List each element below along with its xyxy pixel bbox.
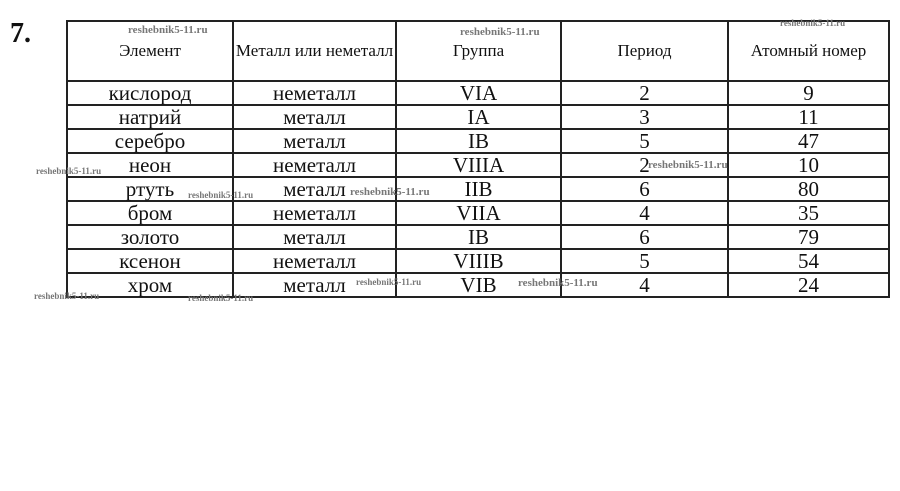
cell-atomic-number: 10 — [727, 152, 890, 178]
cell-period: 5 — [560, 128, 729, 154]
cell-metal-type: металл — [232, 224, 397, 250]
cell-element: натрий — [66, 104, 234, 130]
cell-period: 6 — [560, 224, 729, 250]
cell-period: 2 — [560, 80, 729, 106]
table-row: бром неметалл VIIA 4 35 — [66, 200, 890, 226]
header-row: Элемент Металл или неметалл Группа Перио… — [66, 20, 890, 82]
watermark: reshebnik5-11.ru — [128, 24, 208, 36]
cell-period: 2 — [560, 152, 729, 178]
watermark: reshebnik5-11.ru — [648, 159, 728, 171]
cell-atomic-number: 79 — [727, 224, 890, 250]
watermark: reshebnik5-11.ru — [188, 190, 254, 200]
cell-element: золото — [66, 224, 234, 250]
header-period: Период — [560, 20, 729, 82]
cell-element: неон — [66, 152, 234, 178]
cell-group: VIB — [395, 272, 562, 298]
table-row: ксенон неметалл VIIIB 5 54 — [66, 248, 890, 274]
cell-metal-type: неметалл — [232, 152, 397, 178]
cell-group: IB — [395, 128, 562, 154]
cell-metal-type: металл — [232, 128, 397, 154]
cell-atomic-number: 11 — [727, 104, 890, 130]
cell-element: хром — [66, 272, 234, 298]
cell-metal-type: металл — [232, 104, 397, 130]
table-row: ртуть металл IIB 6 80 — [66, 176, 890, 202]
table-row: кислород неметалл VIA 2 9 — [66, 80, 890, 106]
cell-element: кислород — [66, 80, 234, 106]
cell-group: IA — [395, 104, 562, 130]
cell-atomic-number: 47 — [727, 128, 890, 154]
cell-element: ксенон — [66, 248, 234, 274]
cell-period: 6 — [560, 176, 729, 202]
cell-metal-type: металл — [232, 176, 397, 202]
cell-metal-type: неметалл — [232, 248, 397, 274]
cell-period: 3 — [560, 104, 729, 130]
cell-group: IB — [395, 224, 562, 250]
cell-element: бром — [66, 200, 234, 226]
cell-group: VIIIA — [395, 152, 562, 178]
cell-period: 4 — [560, 272, 729, 298]
table-row: натрий металл IA 3 11 — [66, 104, 890, 130]
cell-element: ртуть — [66, 176, 234, 202]
cell-element: серебро — [66, 128, 234, 154]
header-group: Группа — [395, 20, 562, 82]
cell-metal-type: неметалл — [232, 80, 397, 106]
cell-group: IIB — [395, 176, 562, 202]
exercise-number: 7. — [10, 18, 31, 49]
cell-atomic-number: 54 — [727, 248, 890, 274]
watermark: reshebnik5-11.ru — [780, 18, 846, 28]
cell-atomic-number: 35 — [727, 200, 890, 226]
cell-group: VIIIB — [395, 248, 562, 274]
watermark: reshebnik5-11.ru — [34, 291, 100, 301]
watermark: reshebnik5-11.ru — [518, 277, 598, 289]
watermark: reshebnik5-11.ru — [350, 186, 430, 198]
table-row: хром металл VIB 4 24 — [66, 272, 890, 298]
cell-atomic-number: 9 — [727, 80, 890, 106]
cell-group: VIA — [395, 80, 562, 106]
watermark: reshebnik5-11.ru — [36, 166, 102, 176]
watermark: reshebnik5-11.ru — [356, 277, 422, 287]
cell-group: VIIA — [395, 200, 562, 226]
cell-period: 5 — [560, 248, 729, 274]
cell-period: 4 — [560, 200, 729, 226]
cell-atomic-number: 80 — [727, 176, 890, 202]
elements-table: Элемент Металл или неметалл Группа Перио… — [66, 20, 890, 298]
header-atomic-number: Атомный номер — [727, 20, 890, 82]
cell-metal-type: металл — [232, 272, 397, 298]
table-row: золото металл IB 6 79 — [66, 224, 890, 250]
header-element: Элемент — [66, 20, 234, 82]
cell-metal-type: неметалл — [232, 200, 397, 226]
header-metal: Металл или неметалл — [232, 20, 397, 82]
table-row: неон неметалл VIIIA 2 10 — [66, 152, 890, 178]
cell-atomic-number: 24 — [727, 272, 890, 298]
watermark: reshebnik5-11.ru — [460, 26, 540, 38]
watermark: reshebnik5-11.ru — [188, 293, 254, 303]
table-row: серебро металл IB 5 47 — [66, 128, 890, 154]
